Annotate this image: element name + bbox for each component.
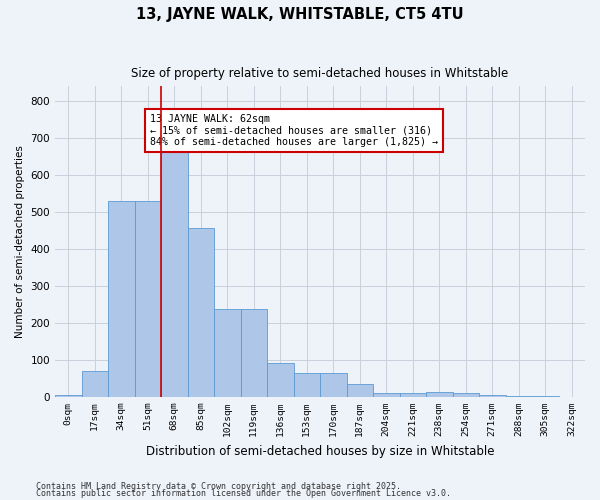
Bar (108, 200, 134, 397)
Bar (267, 362, 293, 397)
Bar (426, 392, 452, 397)
Bar (134, 200, 161, 397)
Bar (320, 373, 347, 397)
X-axis label: Distribution of semi-detached houses by size in Whitstable: Distribution of semi-detached houses by … (146, 444, 494, 458)
Bar (347, 384, 373, 397)
Bar (400, 392, 426, 397)
Text: 13, JAYNE WALK, WHITSTABLE, CT5 4TU: 13, JAYNE WALK, WHITSTABLE, CT5 4TU (136, 8, 464, 22)
Bar (55, 395, 82, 397)
Title: Size of property relative to semi-detached houses in Whitstable: Size of property relative to semi-detach… (131, 68, 509, 80)
Bar (241, 309, 267, 397)
Bar (82, 371, 108, 397)
Bar (452, 393, 479, 397)
Text: 13 JAYNE WALK: 62sqm
← 15% of semi-detached houses are smaller (316)
84% of semi: 13 JAYNE WALK: 62sqm ← 15% of semi-detac… (151, 114, 439, 147)
Bar (161, 152, 188, 397)
Bar (506, 396, 532, 397)
Text: Contains HM Land Registry data © Crown copyright and database right 2025.: Contains HM Land Registry data © Crown c… (36, 482, 401, 491)
Bar (188, 228, 214, 397)
Bar (373, 392, 400, 397)
Text: Contains public sector information licensed under the Open Government Licence v3: Contains public sector information licen… (36, 489, 451, 498)
Bar (293, 373, 320, 397)
Y-axis label: Number of semi-detached properties: Number of semi-detached properties (15, 145, 25, 338)
Bar (214, 309, 241, 397)
Bar (479, 395, 506, 397)
